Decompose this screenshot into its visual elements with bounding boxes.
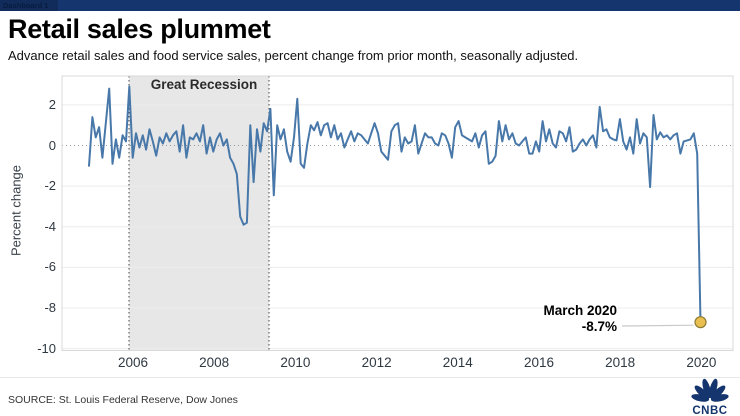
march-2020-annotation: March 2020 -8.7% <box>497 302 617 335</box>
annotation-date: March 2020 <box>543 303 617 318</box>
y-tick-label: -2 <box>44 178 56 194</box>
y-tick-label: -4 <box>44 218 56 234</box>
cnbc-logo: CNBC <box>684 378 736 416</box>
source-credit: SOURCE: St. Louis Federal Reserve, Dow J… <box>8 394 238 406</box>
y-tick-label: -8 <box>44 299 56 315</box>
y-tick-label: -10 <box>37 340 56 356</box>
dashboard-tab[interactable]: Dashboard 1 <box>0 0 58 11</box>
footer-divider <box>0 377 740 378</box>
y-tick-label: 2 <box>48 96 56 112</box>
y-tick-label: -6 <box>44 259 56 275</box>
x-tick-label: 2018 <box>605 355 636 370</box>
cnbc-logo-text: CNBC <box>692 405 728 416</box>
cnbc-peacock-icon <box>691 378 729 402</box>
x-tick-label: 2006 <box>117 355 149 370</box>
x-tick-label: 2010 <box>280 355 311 370</box>
x-tick-label: 2012 <box>361 355 392 370</box>
x-tick-label: 2020 <box>686 355 717 370</box>
y-tick-label: 0 <box>48 137 56 153</box>
page-subtitle: Advance retail sales and food service sa… <box>8 48 579 63</box>
annotation-value: -8.7% <box>581 319 617 334</box>
x-tick-label: 2014 <box>442 355 473 370</box>
dashboard-titlebar: Dashboard 1 <box>0 0 740 11</box>
x-tick-label: 2016 <box>523 355 555 370</box>
x-tick-label: 2008 <box>199 355 230 370</box>
recession-band-label: Great Recession <box>150 77 258 92</box>
page-title: Retail sales plummet <box>8 14 271 44</box>
